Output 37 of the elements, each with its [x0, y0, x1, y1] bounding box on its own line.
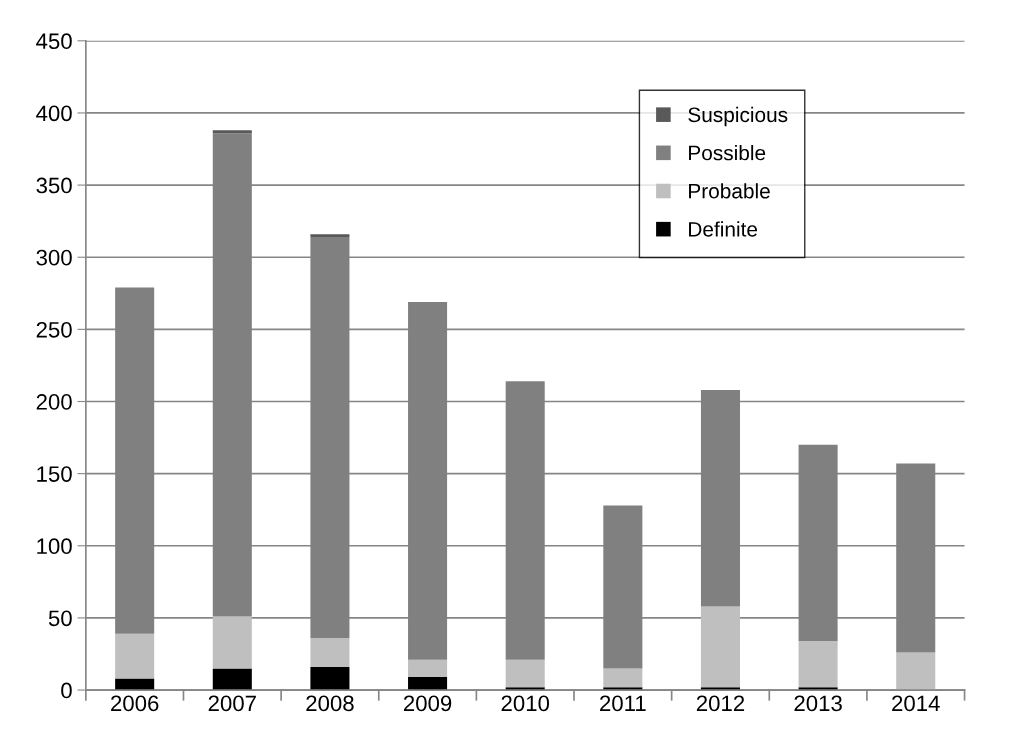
bar: [408, 677, 448, 691]
y-tick-label: 0: [61, 682, 72, 699]
x-tick-label: 2011: [600, 695, 646, 712]
bar: [896, 652, 936, 691]
bar: [310, 234, 350, 238]
bar: [212, 130, 252, 134]
legend-label: Suspicious: [688, 106, 788, 127]
y-tick-label: 450: [36, 33, 72, 50]
y-tick-label: 200: [36, 394, 72, 410]
bar: [505, 659, 545, 688]
y-tick-label: 50: [48, 610, 72, 627]
bar: [798, 641, 838, 688]
x-tick-label: 2012: [696, 695, 745, 712]
x-tick-label: 2013: [794, 695, 842, 712]
x-tick-label: 2006: [111, 695, 159, 712]
x-tick-label: 2009: [403, 695, 452, 712]
y-tick-label: 300: [36, 249, 72, 266]
bar: [700, 606, 740, 688]
y-tick-label: 100: [37, 538, 72, 555]
x-tick-label: 2007: [208, 695, 256, 712]
y-tick-label: 350: [36, 177, 72, 194]
y-tick-label: 400: [36, 105, 72, 122]
bar: [310, 666, 350, 691]
bar: [212, 668, 252, 691]
bar: [603, 668, 643, 688]
legend-label: Probable: [689, 183, 770, 199]
legend-label: Definite: [689, 221, 758, 237]
y-tick-label: 250: [36, 321, 72, 338]
x-tick-label: 2014: [892, 695, 940, 712]
bar: [212, 616, 252, 669]
x-tick-label: 2008: [306, 695, 354, 712]
bar: [115, 633, 155, 679]
x-tick-label: 2010: [501, 695, 550, 712]
legend-label: Possible: [689, 145, 766, 161]
y-tick-label: 150: [37, 466, 72, 482]
bar: [310, 638, 350, 667]
bar: [408, 659, 448, 678]
